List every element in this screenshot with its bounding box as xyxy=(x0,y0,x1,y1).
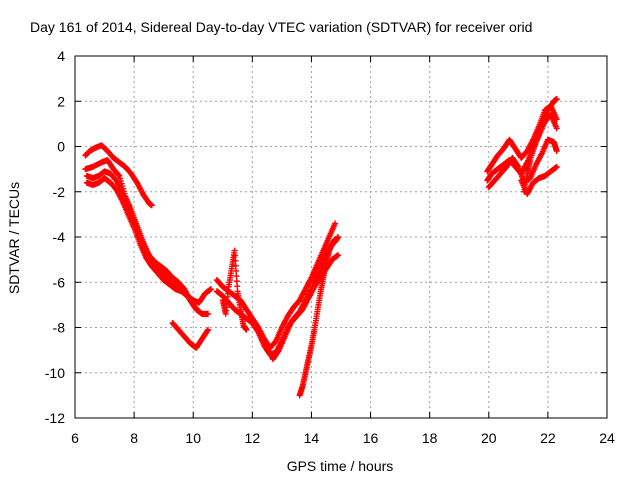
data-points xyxy=(82,95,560,399)
data-point xyxy=(233,267,240,274)
y-tick-label: 2 xyxy=(57,93,65,109)
y-axis-label: SDTVAR / TECUs xyxy=(6,182,22,294)
data-point xyxy=(196,308,203,315)
y-tick-label: 4 xyxy=(57,48,65,64)
x-tick-label: 18 xyxy=(422,430,438,446)
series-arc-9 xyxy=(264,252,342,363)
data-point xyxy=(205,310,211,317)
data-point xyxy=(233,278,240,285)
x-tick-label: 10 xyxy=(185,430,201,446)
series-arc-5 xyxy=(169,319,211,351)
series-arc-10 xyxy=(296,236,339,399)
data-point xyxy=(233,273,240,280)
x-tick-label: 22 xyxy=(540,430,556,446)
x-tick-label: 20 xyxy=(481,430,497,446)
series-arc-4 xyxy=(83,175,203,315)
data-point xyxy=(204,327,211,334)
data-point xyxy=(231,252,238,259)
x-tick-label: 16 xyxy=(363,430,379,446)
data-point xyxy=(234,283,241,290)
data-point xyxy=(553,148,560,155)
y-tick-label: -12 xyxy=(45,410,65,426)
data-point xyxy=(553,125,560,132)
data-point xyxy=(514,162,521,169)
series-arc-1 xyxy=(82,142,155,209)
data-point xyxy=(205,326,211,333)
x-tick-label: 24 xyxy=(599,430,615,446)
series-arc-15 xyxy=(521,95,560,195)
y-tick-label: -2 xyxy=(53,184,66,200)
y-tick-label: -8 xyxy=(53,320,66,336)
data-point xyxy=(553,95,560,102)
data-point xyxy=(335,252,342,259)
data-point xyxy=(232,262,239,269)
x-tick-label: 8 xyxy=(130,430,138,446)
data-point xyxy=(148,202,155,209)
y-tick-label: -4 xyxy=(53,229,66,245)
data-point xyxy=(115,172,122,179)
data-point xyxy=(232,257,239,264)
data-point xyxy=(195,307,202,314)
data-point xyxy=(231,247,238,254)
data-point xyxy=(553,163,560,170)
data-point xyxy=(332,236,339,243)
data-point xyxy=(332,220,339,227)
x-axis-label: GPS time / hours xyxy=(287,458,394,474)
x-tick-label: 6 xyxy=(71,430,79,446)
series-arc-3 xyxy=(83,168,214,306)
y-tick-label: -6 xyxy=(53,274,66,290)
data-point xyxy=(243,326,250,333)
series-arc-8 xyxy=(219,247,250,333)
y-tick-label: -10 xyxy=(45,365,65,381)
y-tick-label: 0 xyxy=(57,139,65,155)
x-tick-label: 12 xyxy=(245,430,261,446)
data-point xyxy=(207,286,214,293)
chart-title: Day 161 of 2014, Sidereal Day-to-day VTE… xyxy=(30,19,532,35)
x-tick-label: 14 xyxy=(304,430,320,446)
